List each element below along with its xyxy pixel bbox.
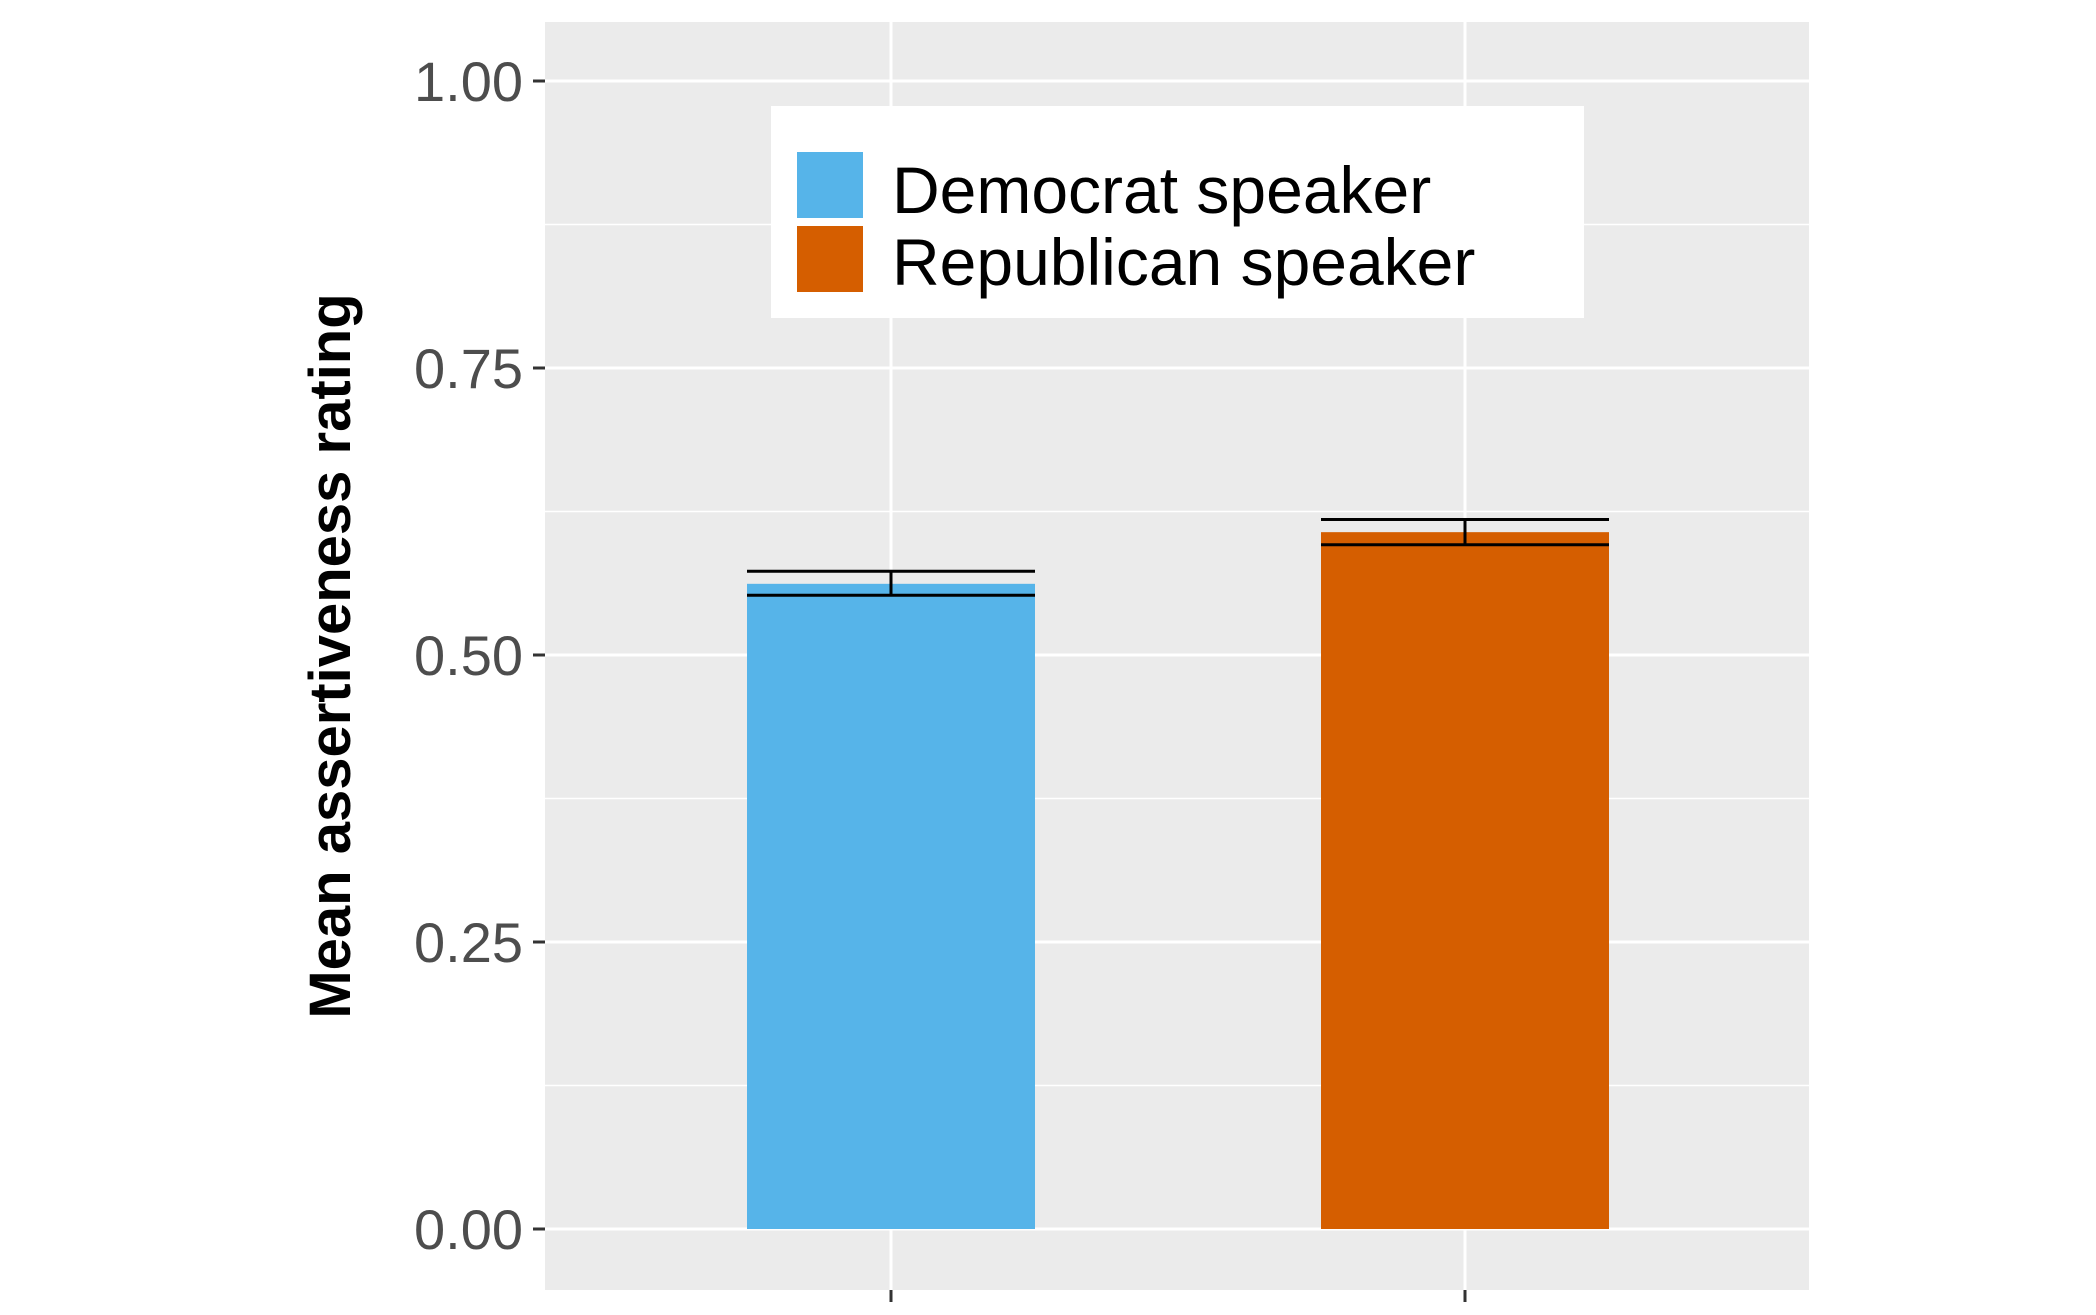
y-tick-label: 0.50 (414, 624, 523, 687)
legend: Democrat speaker Republican speaker (771, 106, 1584, 318)
legend-label-democrat: Democrat speaker (892, 153, 1431, 227)
y-tick-label: 0.25 (414, 911, 523, 974)
bars (747, 532, 1609, 1229)
legend-key-republican (797, 226, 863, 292)
y-axis-label: Mean assertiveness rating (298, 293, 363, 1018)
x-axis (889, 1290, 1467, 1302)
error-bars (747, 518, 1609, 597)
error-bar-republican (1321, 518, 1609, 547)
legend-label-republican: Republican speaker (892, 225, 1475, 299)
error-bar-democrat (747, 569, 1035, 597)
y-axis: 0.00 0.25 0.50 0.75 1.00 (414, 50, 545, 1261)
y-tick-label: 0.00 (414, 1198, 523, 1261)
legend-key-democrat (797, 152, 863, 218)
bar-republican (1321, 532, 1609, 1229)
y-tick-label: 0.75 (414, 337, 523, 400)
y-tick-label: 1.00 (414, 50, 523, 113)
legend-box (771, 106, 1584, 318)
bar-democrat (747, 583, 1035, 1229)
